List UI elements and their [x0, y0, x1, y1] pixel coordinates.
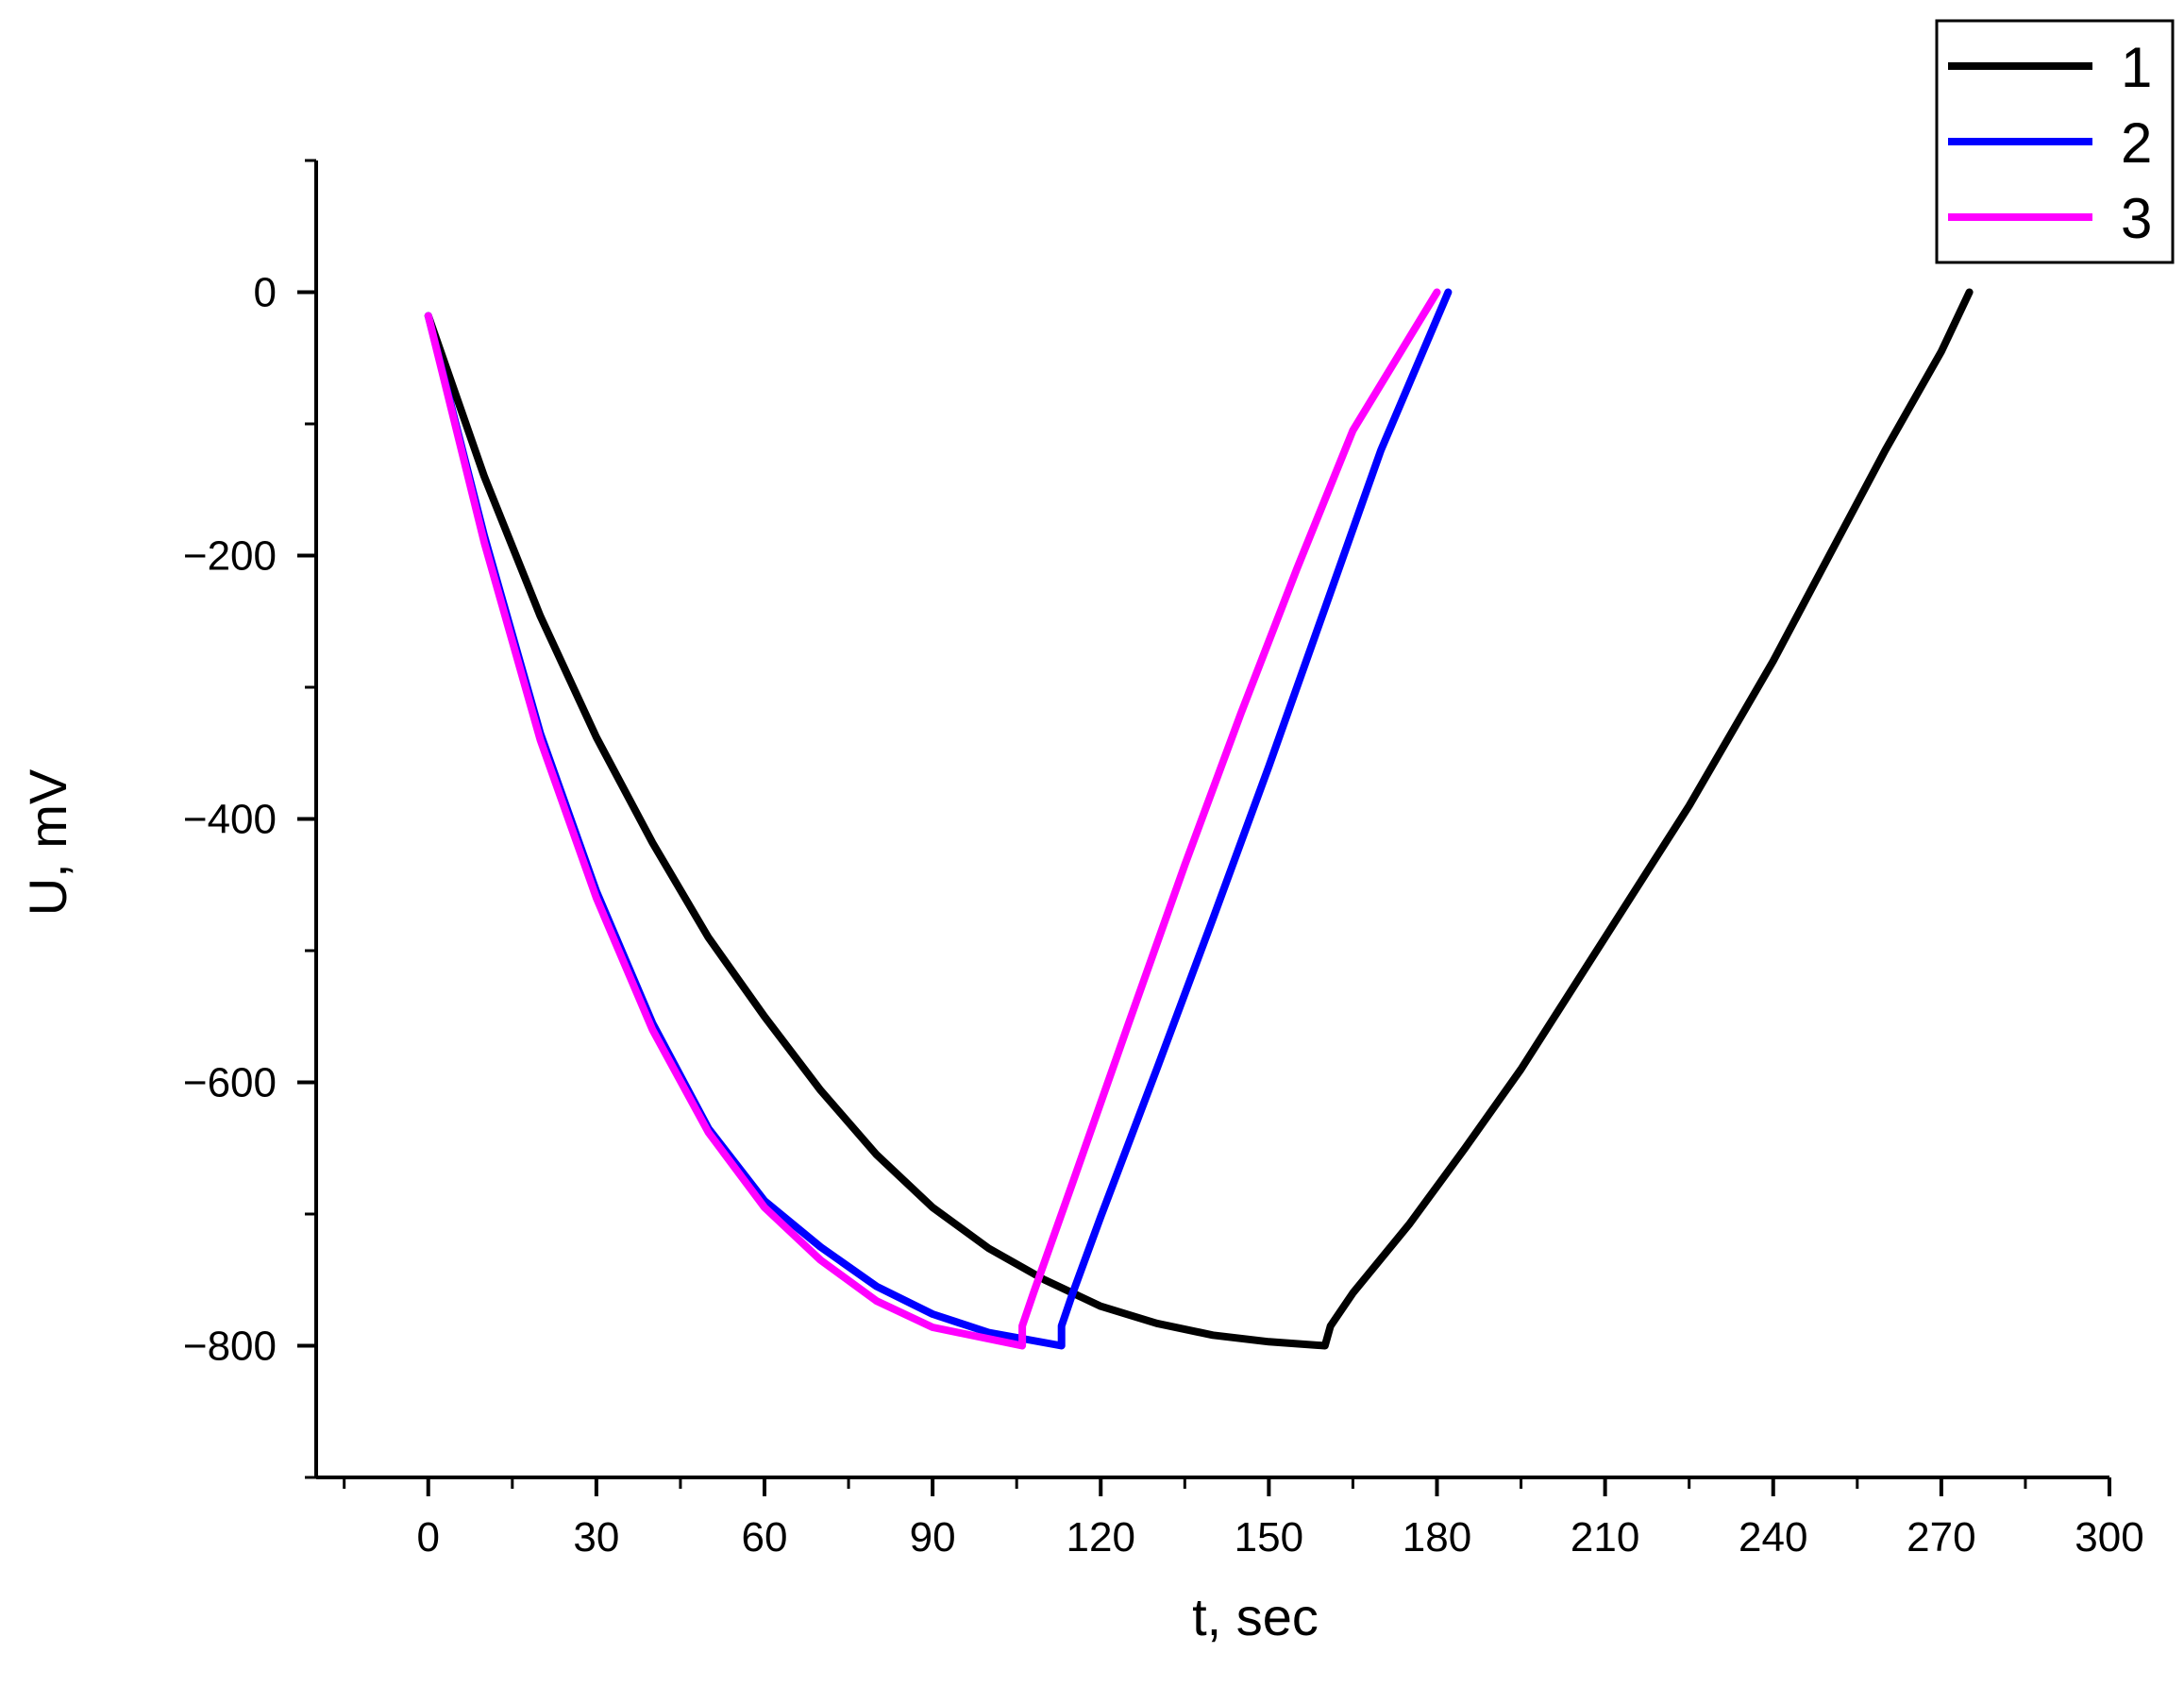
series-line-3	[424, 288, 1441, 1350]
x-tick-label: 60	[742, 1514, 788, 1560]
x-tick-label: 90	[910, 1514, 956, 1560]
legend-label-2: 2	[2121, 111, 2152, 175]
y-tick-label: −800	[183, 1324, 277, 1370]
y-tick-label: −200	[183, 533, 277, 580]
x-tick-label: 180	[1403, 1514, 1471, 1560]
x-tick-label: 300	[2075, 1514, 2143, 1560]
x-axis-label: t, sec	[1192, 1587, 1319, 1646]
axes-layer: 0 30 60 90 120 150 180 210 240 270 300 0 −200 −400 −60…	[183, 159, 2144, 1560]
x-tick-label: 0	[417, 1514, 440, 1560]
x-tick-label: 240	[1739, 1514, 1807, 1560]
y-axis-label: U, mV	[18, 768, 77, 916]
series-layer	[424, 288, 1974, 1350]
x-tick-label: 150	[1235, 1514, 1303, 1560]
labels-layer: t, sec U, mV	[18, 768, 1319, 1646]
y-tick-label: 0	[254, 270, 277, 316]
legend: 1 2 3	[1935, 19, 2175, 264]
legend-label-1: 1	[2121, 36, 2152, 99]
x-tick-label: 270	[1907, 1514, 1975, 1560]
x-tick-label: 120	[1067, 1514, 1135, 1560]
y-tick-label: −400	[183, 797, 277, 843]
legend-label-3: 3	[2121, 187, 2152, 250]
x-tick-label: 210	[1571, 1514, 1639, 1560]
series-line-2	[424, 288, 1453, 1350]
series-line-1	[424, 288, 1974, 1350]
y-tick-label: −600	[183, 1060, 277, 1106]
x-tick-label: 30	[573, 1514, 619, 1560]
